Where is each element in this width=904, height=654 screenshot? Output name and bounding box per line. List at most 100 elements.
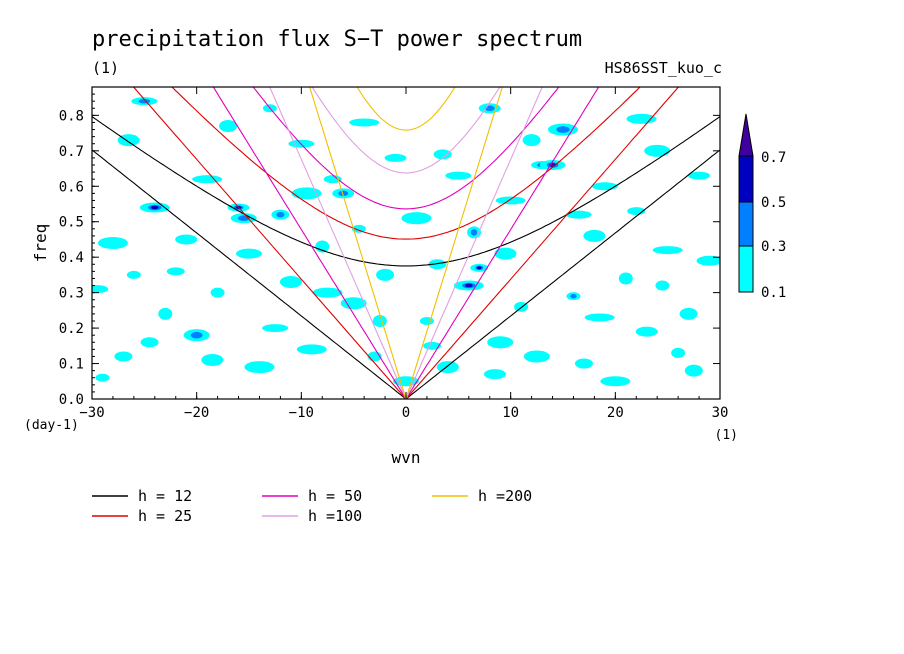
power-spot [312, 287, 343, 298]
power-spot [291, 187, 322, 200]
power-spot [483, 369, 506, 380]
ig-wave-curve [252, 87, 560, 210]
x-axis-ticks: −30 −20 −10 0 10 20 30 [79, 87, 728, 421]
power-spot [644, 144, 671, 157]
chart-subtitle-left: (1) [92, 59, 119, 77]
power-spot [635, 326, 658, 337]
y-axis-ticks: 0.0 0.1 0.2 0.3 0.4 0.5 0.6 0.7 0.8 [59, 93, 720, 408]
power-spot [372, 315, 387, 327]
power-spot-mid [276, 211, 285, 218]
power-spot [192, 175, 223, 184]
colorbar-segment [738, 155, 754, 203]
power-spot [114, 351, 133, 362]
power-spot-mid [470, 229, 478, 236]
power-spot [384, 153, 407, 162]
power-spot [296, 344, 327, 355]
power-spot [626, 113, 657, 124]
power-spot [684, 364, 703, 377]
power-spot [201, 354, 224, 366]
colorbar-extend-top [738, 113, 754, 157]
power-spot-mid [338, 190, 349, 197]
power-spot [428, 259, 447, 270]
power-spot [92, 285, 109, 294]
colorbar-label: 0.5 [761, 195, 786, 211]
power-spot [219, 120, 238, 132]
kelvin-wave-curve [212, 87, 600, 399]
y-axis-label: freq [31, 224, 50, 263]
y-tick-label: 0.1 [59, 357, 84, 373]
power-spot [349, 118, 380, 127]
power-spot [671, 347, 686, 358]
power-spot [618, 272, 633, 285]
power-spot [175, 234, 198, 245]
power-spot [495, 196, 526, 205]
power-spot [262, 324, 289, 333]
colorbar-label: 0.3 [761, 239, 786, 255]
kelvin-wave-curve [92, 149, 720, 399]
power-spot [244, 361, 275, 374]
y-tick-label: 0.4 [59, 250, 84, 266]
power-spot-high [151, 205, 159, 210]
legend-label: h =200 [478, 487, 532, 505]
x-tick-label: 20 [607, 405, 624, 421]
ig-wave-curve [171, 87, 641, 240]
power-spot [494, 247, 517, 260]
y-tick-label: 0.2 [59, 321, 84, 337]
power-spot [117, 134, 140, 147]
y-tick-label: 0.0 [59, 392, 84, 408]
power-spot-peak [550, 164, 555, 166]
power-spot-mid [570, 293, 577, 299]
power-spot [679, 307, 698, 320]
colorbar-segment [738, 245, 754, 293]
legend-label: h =100 [308, 507, 362, 525]
kelvin-wave-curve [309, 87, 503, 399]
y-tick-label: 0.7 [59, 144, 84, 160]
power-spot [600, 376, 631, 387]
power-spot [351, 224, 366, 233]
power-contours [92, 97, 720, 387]
power-spot [445, 171, 472, 180]
power-spot [565, 210, 592, 219]
power-spot [652, 246, 683, 255]
power-spot [210, 287, 225, 298]
power-spot-high [477, 266, 482, 270]
y-tick-label: 0.6 [59, 179, 84, 195]
ig-wave-curve [311, 87, 501, 174]
x-tick-label: 0 [402, 405, 410, 421]
power-spot [158, 307, 173, 320]
power-spot [655, 280, 670, 291]
power-spot [688, 171, 711, 180]
power-spot-peak [467, 284, 471, 287]
chart-title: precipitation flux S−T power spectrum [92, 27, 582, 52]
power-spot-mid [556, 126, 570, 133]
power-spot [279, 276, 302, 288]
legend-label: h = 25 [138, 507, 192, 525]
y-tick-label: 0.5 [59, 215, 84, 231]
power-spot [140, 337, 159, 348]
power-spot [423, 341, 442, 350]
power-spot [340, 297, 367, 310]
power-spot [574, 358, 593, 369]
colorbar-label: 0.7 [761, 150, 786, 166]
kelvin-wave-curve [132, 87, 680, 399]
y-tick-label: 0.3 [59, 286, 84, 302]
colorbar: 0.1 0.3 0.5 0.7 [738, 113, 786, 301]
x-axis-label: wvn [392, 448, 421, 467]
power-spot [419, 317, 434, 325]
legend: h = 12 h = 25 h = 50 h =100 h =200 [92, 487, 532, 525]
power-spot [591, 182, 618, 191]
power-spot [487, 336, 514, 349]
legend-label: h = 50 [308, 487, 362, 505]
power-spot [696, 255, 720, 266]
power-spot [126, 270, 141, 279]
power-spot [236, 248, 262, 259]
x-tick-label: −10 [289, 405, 314, 421]
power-spot [584, 313, 615, 322]
x-tick-label: −30 [79, 405, 104, 421]
colorbar-segment [738, 201, 754, 247]
power-spot [401, 212, 432, 225]
x-tick-label: 10 [502, 405, 519, 421]
power-spot [522, 134, 541, 147]
y-tick-label: 0.8 [59, 108, 84, 124]
